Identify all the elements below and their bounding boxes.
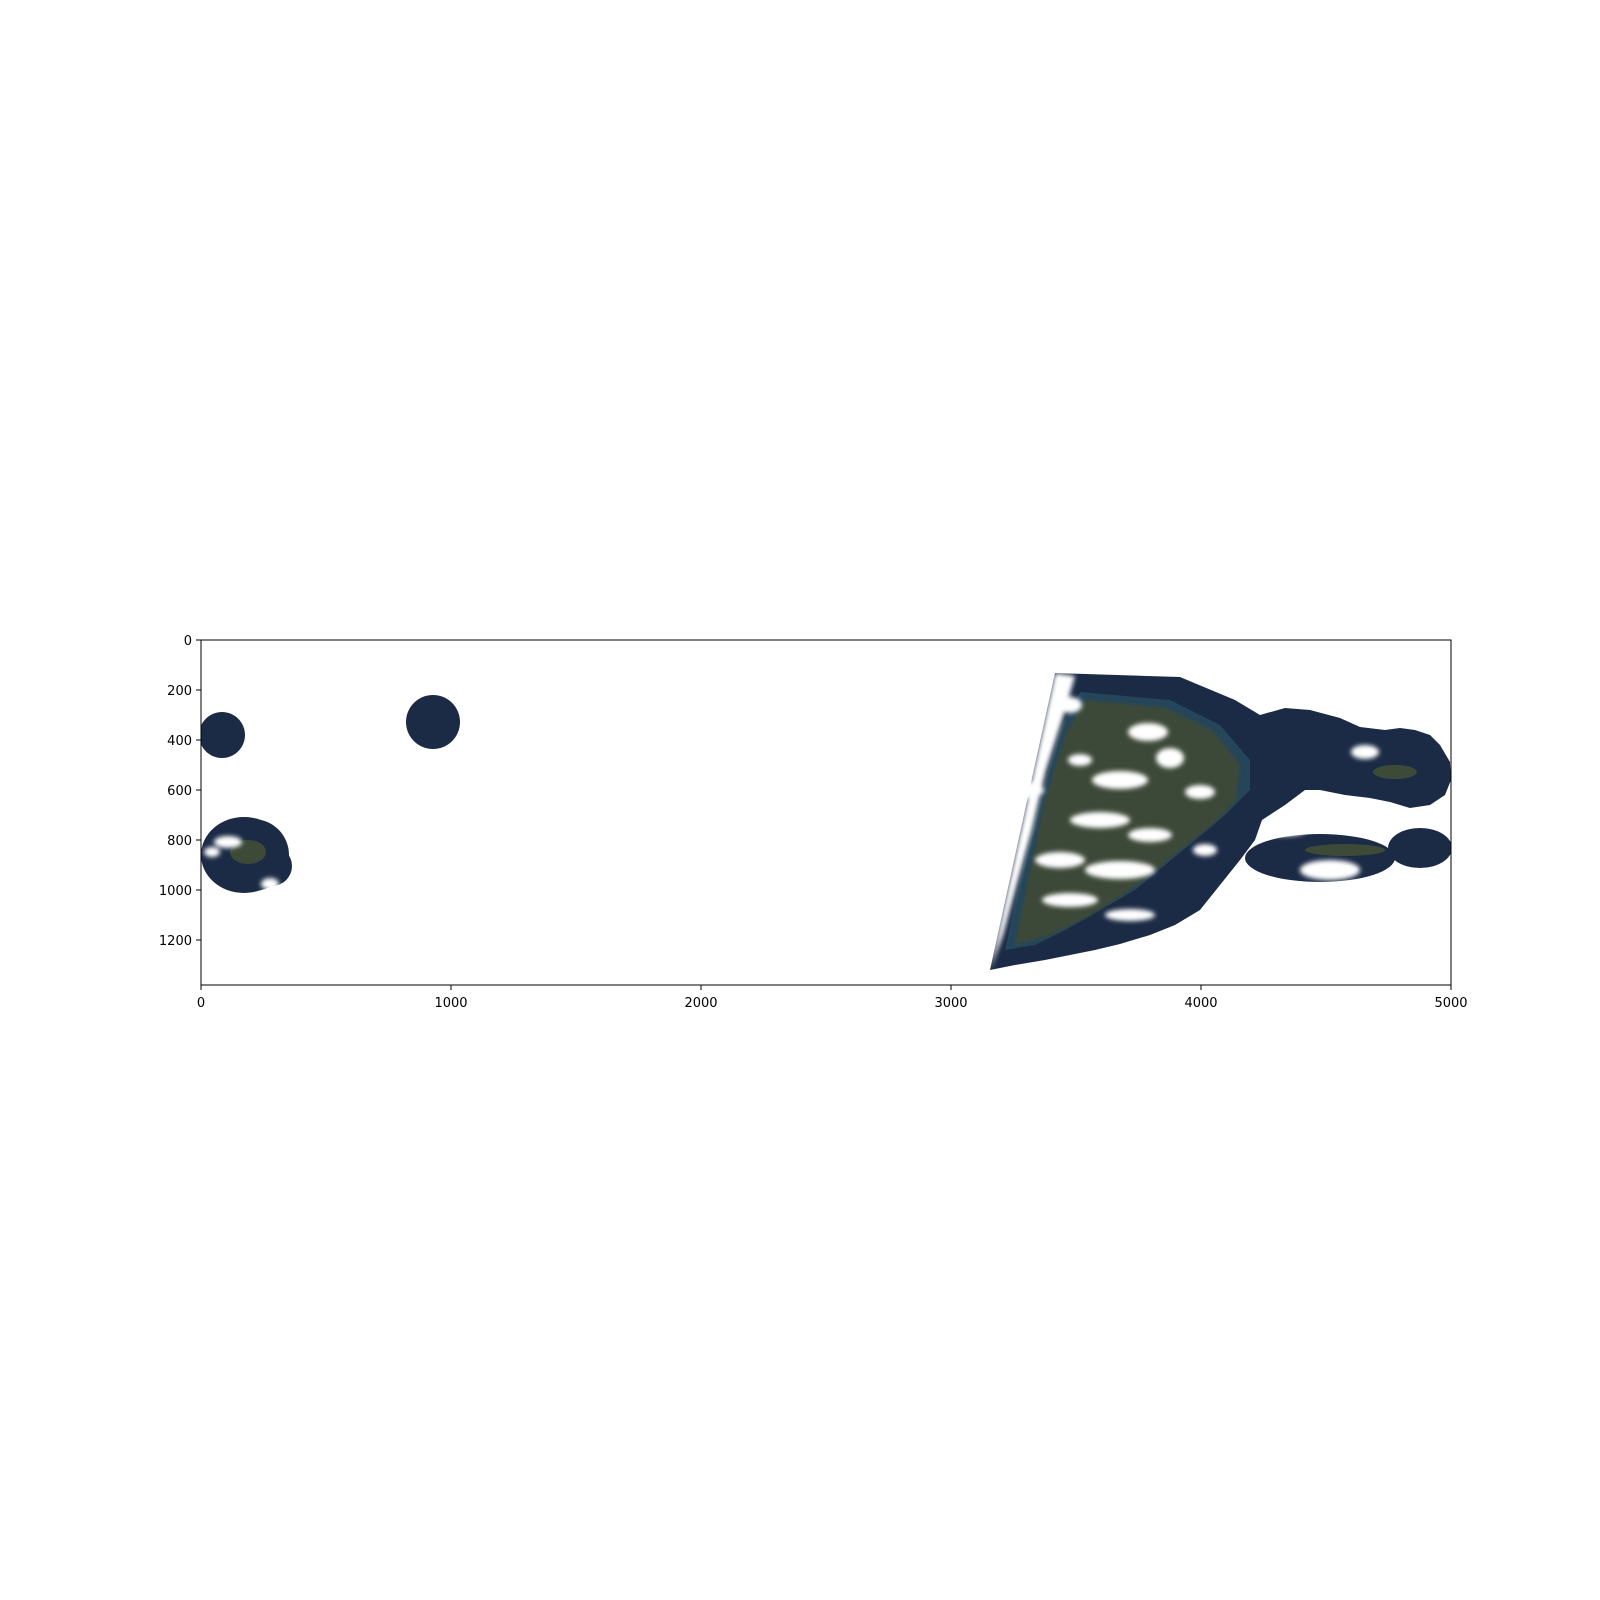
y-tick-label: 0: [184, 634, 192, 649]
y-axis: 0 200 400 600 800 1000 1200: [159, 634, 201, 949]
y-tick-label: 1200: [159, 934, 192, 949]
y-tick-label: 400: [167, 734, 192, 749]
y-tick-label: 600: [167, 784, 192, 799]
x-tick-label: 0: [197, 996, 205, 1011]
image-content: [201, 673, 1451, 970]
x-axis: 0 1000 2000 3000 4000 5000: [197, 985, 1468, 1011]
y-tick-label: 800: [167, 834, 192, 849]
left-island-tile: [201, 712, 292, 916]
x-tick-label: 2000: [684, 996, 717, 1011]
x-tick-label: 1000: [434, 996, 467, 1011]
y-tick-label: 200: [167, 684, 192, 699]
x-tick-label: 3000: [934, 996, 967, 1011]
x-tick-label: 4000: [1184, 996, 1217, 1011]
center-circular-tile: [406, 695, 460, 749]
mainland-scene: [990, 673, 1451, 970]
x-tick-label: 5000: [1434, 996, 1467, 1011]
axes-frame: [200, 639, 1452, 986]
y-tick-label: 1000: [159, 884, 192, 899]
